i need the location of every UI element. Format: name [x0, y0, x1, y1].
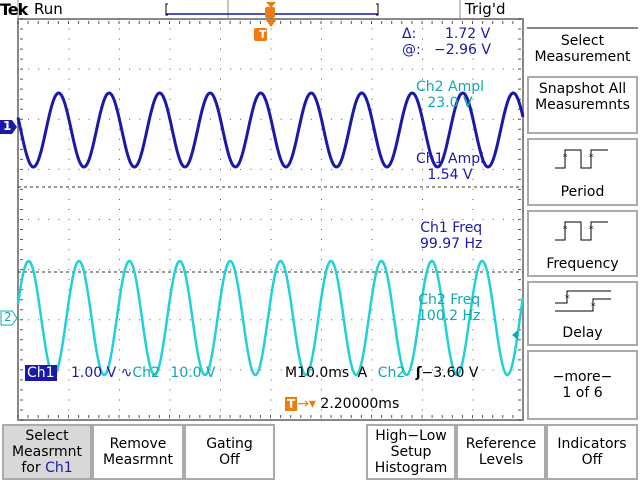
frequency-button[interactable]: * * Frequency: [527, 210, 638, 277]
period-button[interactable]: * * Period: [527, 138, 638, 206]
ch1-scale: 1.00 V: [71, 365, 117, 381]
measurement-label: Ch2 Ampl: [416, 79, 484, 95]
button-label: Off: [581, 452, 603, 468]
button-label: Frequency: [546, 256, 619, 272]
button-label: for: [21, 460, 41, 476]
timebase: M10.0ms: [285, 365, 350, 381]
trigger-marker-icon: [254, 28, 267, 41]
trigger-level: −3.60 V: [421, 365, 479, 381]
button-label: Levels: [478, 452, 524, 468]
svg-text:*: *: [591, 302, 596, 312]
ch1-marker-label: 1: [3, 119, 12, 133]
delay-button[interactable]: * * Delay: [527, 281, 638, 346]
frequency-waveform-icon: * *: [554, 221, 608, 241]
ch2-marker-icon: [0, 310, 18, 326]
measurement-ch2-ampl: Ch2 Ampl 23.0 V: [416, 79, 484, 111]
svg-text:*: *: [563, 225, 568, 235]
remove-measurement-button[interactable]: Remove Measrmnt: [92, 424, 184, 480]
measurement-ch1-ampl: Ch1 Ampl 1.54 V: [416, 151, 484, 183]
trigger-position: 2.20000ms: [320, 396, 400, 412]
measurement-value: 99.97 Hz: [420, 236, 483, 252]
svg-text:*: *: [589, 225, 594, 235]
cursor-at-value: −2.96 V: [434, 42, 491, 58]
measurement-label: Ch1 Ampl: [416, 151, 484, 167]
trigger-position-arrow: [265, 19, 277, 27]
ch2-waveform: [16, 259, 525, 377]
reference-levels-button[interactable]: Reference Levels: [456, 424, 546, 480]
timebase-readout: M10.0ms A Ch2 ʃ−3.60 V: [285, 365, 478, 381]
measurement-value: 1.54 V: [427, 167, 473, 183]
button-label: Indicators: [557, 436, 627, 452]
brand-logo: Tek: [0, 0, 28, 19]
page-indicator: 1 of 6: [562, 385, 603, 401]
ch1-marker-icon: [0, 120, 17, 134]
acquisition-state: Run: [34, 0, 63, 18]
measurement-ch2-freq: Ch2 Freq 100.2 Hz: [418, 292, 480, 324]
more-button[interactable]: −more− 1 of 6: [527, 350, 638, 420]
ch2-marker-label: 2: [4, 310, 12, 324]
button-label: Period: [560, 184, 605, 200]
svg-text:*: *: [565, 294, 570, 304]
cursor-at-label: @:: [402, 42, 421, 58]
trigger-icon: T: [285, 397, 298, 411]
gating-button[interactable]: Gating Off: [184, 424, 275, 480]
button-label: Setup: [390, 444, 432, 460]
trigger-source: Ch2: [377, 365, 406, 381]
ch2-label: Ch2: [132, 365, 160, 381]
button-label: High−Low: [375, 428, 447, 444]
cursor-delta-value: 1.72 V: [445, 26, 491, 42]
button-label: Off: [219, 452, 240, 468]
button-label: Reference: [465, 436, 537, 452]
rising-edge-icon: ʃ: [415, 365, 422, 381]
indicators-button[interactable]: Indicators Off: [546, 424, 638, 480]
snapshot-all-button[interactable]: Snapshot All Measuremnts: [527, 76, 638, 134]
graticule-grid: [17, 18, 521, 421]
button-label: Select: [25, 428, 69, 444]
bandwidth-limit-icon: ∿: [120, 365, 133, 381]
delay-waveform-icon: **: [554, 290, 611, 312]
button-label: Delay: [562, 325, 603, 341]
graticule-dots: [17, 18, 521, 421]
button-label: Measrmnt: [102, 452, 174, 468]
measurement-label: Ch2 Freq: [418, 292, 481, 308]
trigger-mode: A: [357, 365, 368, 381]
period-waveform-icon: * *: [554, 149, 608, 169]
cursor-delta-label: Δ:: [402, 26, 417, 42]
channel-label: Ch1: [45, 460, 73, 476]
ch1-label: Ch1: [25, 365, 57, 381]
trigger-position-readout: T →▾ 2.20000ms: [285, 396, 399, 412]
arrow-icon: →▾: [297, 396, 316, 412]
button-label: Gating: [206, 436, 253, 452]
ch2-scale: 10.0 V: [170, 365, 216, 381]
measurement-ch1-freq: Ch1 Freq 99.97 Hz: [420, 220, 482, 252]
high-low-setup-button[interactable]: High−Low Setup Histogram: [366, 424, 456, 480]
button-label: Snapshot All Measuremnts: [535, 81, 630, 113]
button-label: Histogram: [374, 460, 448, 476]
measurement-value: 23.0 V: [427, 95, 473, 111]
trigger-marker-label: T: [259, 28, 267, 41]
svg-text:*: *: [563, 153, 568, 163]
trigger-status: Trig'd: [465, 0, 506, 18]
status-readout: Ch1 1.00 V ∿Ch2 10.0 V: [25, 365, 216, 381]
trigger-level-arrow: [512, 330, 518, 340]
button-label: Measrmnt: [11, 444, 83, 460]
measurement-value: 100.2 Hz: [418, 308, 481, 324]
ch1-waveform: [16, 91, 525, 169]
record-position-bar: [165, 2, 379, 18]
svg-text:*: *: [589, 153, 594, 163]
button-label: −more−: [552, 369, 613, 385]
measurement-label: Ch1 Freq: [420, 220, 483, 236]
select-measurement-for-ch1-button[interactable]: Select Measrmnt for Ch1: [2, 424, 92, 480]
side-menu-title: Select Measurement: [527, 27, 638, 65]
button-label: Remove: [109, 436, 167, 452]
